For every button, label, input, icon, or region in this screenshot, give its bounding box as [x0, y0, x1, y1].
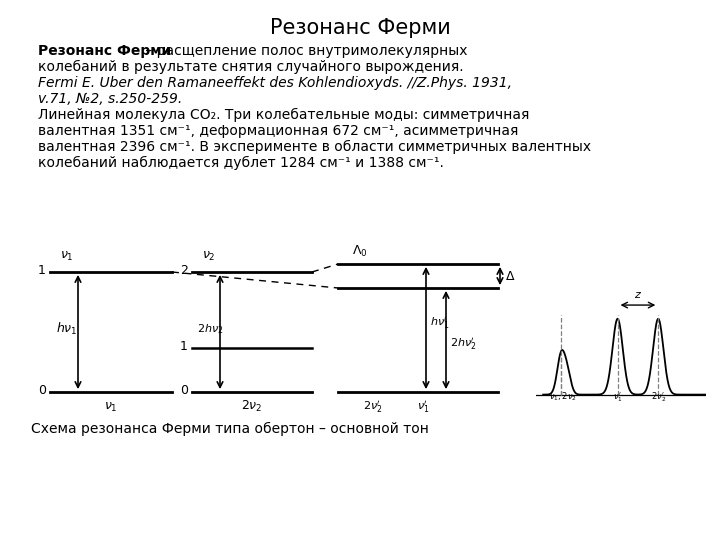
Text: $\Delta$: $\Delta$ — [505, 269, 516, 282]
Text: 2: 2 — [180, 265, 188, 278]
Text: 0: 0 — [180, 384, 188, 397]
Text: $\Lambda_0$: $\Lambda_0$ — [352, 244, 368, 259]
Text: Линейная молекула CO₂. Три колебательные моды: симметричная: Линейная молекула CO₂. Три колебательные… — [38, 108, 529, 122]
Text: $h\nu_1'$: $h\nu_1'$ — [430, 315, 449, 331]
Text: $\nu_1$: $\nu_1$ — [104, 401, 118, 414]
Text: v.71, №2, s.250-259.: v.71, №2, s.250-259. — [38, 92, 182, 106]
Text: $z$: $z$ — [634, 290, 642, 300]
Text: $2h\nu_2'$: $2h\nu_2'$ — [450, 336, 477, 352]
Text: 1: 1 — [38, 265, 46, 278]
Text: колебаний наблюдается дублет 1284 см⁻¹ и 1388 см⁻¹.: колебаний наблюдается дублет 1284 см⁻¹ и… — [38, 156, 444, 170]
Text: $\nu_1,2\nu_2$: $\nu_1,2\nu_2$ — [549, 391, 577, 403]
Text: $\nu_1'$: $\nu_1'$ — [417, 399, 429, 415]
Text: – расщепление полос внутримолекулярных: – расщепление полос внутримолекулярных — [141, 44, 467, 58]
Text: $2\nu_2'$: $2\nu_2'$ — [364, 399, 383, 415]
Text: $2h\nu_2$: $2h\nu_2$ — [197, 322, 223, 336]
Text: $h\nu_1$: $h\nu_1$ — [56, 321, 78, 337]
Text: 1: 1 — [180, 341, 188, 354]
Text: Резонанс Ферми: Резонанс Ферми — [38, 44, 171, 58]
Text: 0: 0 — [38, 384, 46, 397]
Text: $\nu_1$: $\nu_1$ — [60, 250, 73, 263]
Text: валентная 1351 см⁻¹, деформационная 672 см⁻¹, асимметричная: валентная 1351 см⁻¹, деформационная 672 … — [38, 124, 518, 138]
Text: $\nu_2$: $\nu_2$ — [202, 250, 215, 263]
Text: Резонанс Ферми: Резонанс Ферми — [269, 18, 451, 38]
Text: колебаний в результате снятия случайного вырождения.: колебаний в результате снятия случайного… — [38, 60, 464, 74]
Text: $\nu_1'$: $\nu_1'$ — [613, 391, 623, 404]
Text: $2\nu_2$: $2\nu_2$ — [241, 399, 263, 414]
Text: Fermi E. Uber den Ramaneeffekt des Kohlendioxyds. //Z.Phys. 1931,: Fermi E. Uber den Ramaneeffekt des Kohle… — [38, 76, 512, 90]
Text: $2\nu_2'$: $2\nu_2'$ — [651, 391, 666, 404]
Text: валентная 2396 см⁻¹. В эксперименте в области симметричных валентных: валентная 2396 см⁻¹. В эксперименте в об… — [38, 140, 591, 154]
Text: Схема резонанса Ферми типа обертон – основной тон: Схема резонанса Ферми типа обертон – осн… — [31, 422, 429, 436]
